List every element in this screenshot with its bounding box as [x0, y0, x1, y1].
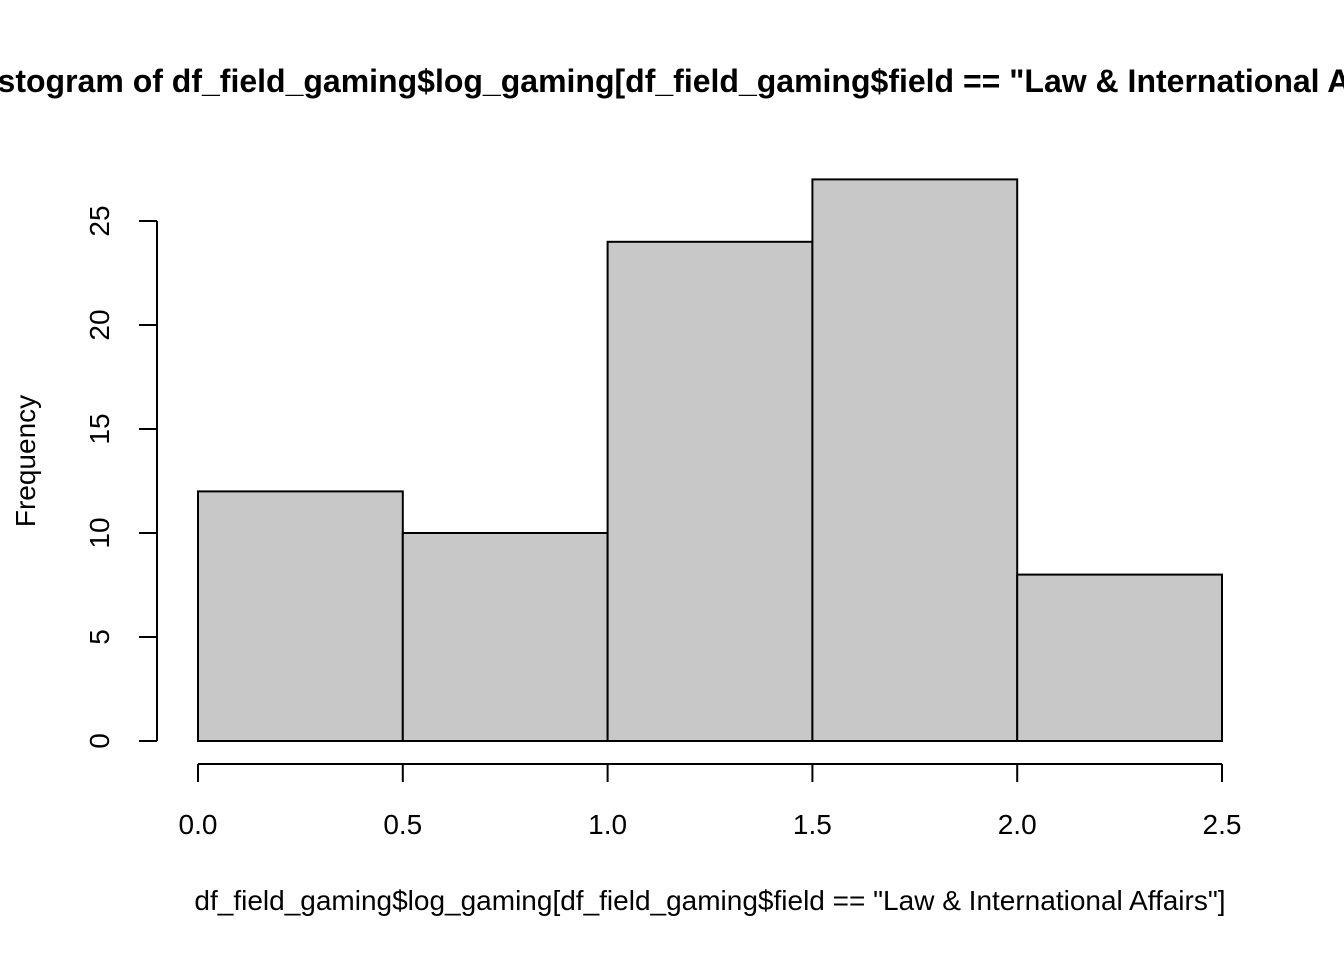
histogram-bar-2 — [606, 240, 814, 743]
x-tick-label: 1.0 — [588, 809, 627, 840]
y-tick-label: 5 — [84, 629, 115, 645]
y-axis-label: Frequency — [10, 395, 41, 527]
x-tick-label: 2.0 — [998, 809, 1037, 840]
bars-group — [197, 178, 1224, 743]
histogram-bar-1 — [401, 532, 609, 742]
x-axis-label: df_field_gaming$log_gaming[df_field_gami… — [194, 885, 1225, 916]
histogram-bar-4 — [1016, 573, 1224, 742]
histogram-bar-3 — [811, 178, 1019, 742]
x-tick-label: 1.5 — [793, 809, 832, 840]
y-tick-label: 10 — [84, 517, 115, 548]
x-tick-label: 0.0 — [179, 809, 218, 840]
y-tick-label: 25 — [84, 205, 115, 236]
y-tick-label: 20 — [84, 309, 115, 340]
y-tick-label: 0 — [84, 733, 115, 749]
chart-title: Histogram of df_field_gaming$log_gaming[… — [0, 63, 1344, 99]
x-tick-label: 2.5 — [1203, 809, 1242, 840]
y-axis: 0 5 10 15 20 25 — [84, 205, 158, 749]
x-axis: 0.0 0.5 1.0 1.5 2.0 2.5 — [179, 763, 1242, 840]
y-tick-label: 15 — [84, 413, 115, 444]
histogram-bar-0 — [197, 490, 404, 742]
x-tick-label: 0.5 — [383, 809, 422, 840]
